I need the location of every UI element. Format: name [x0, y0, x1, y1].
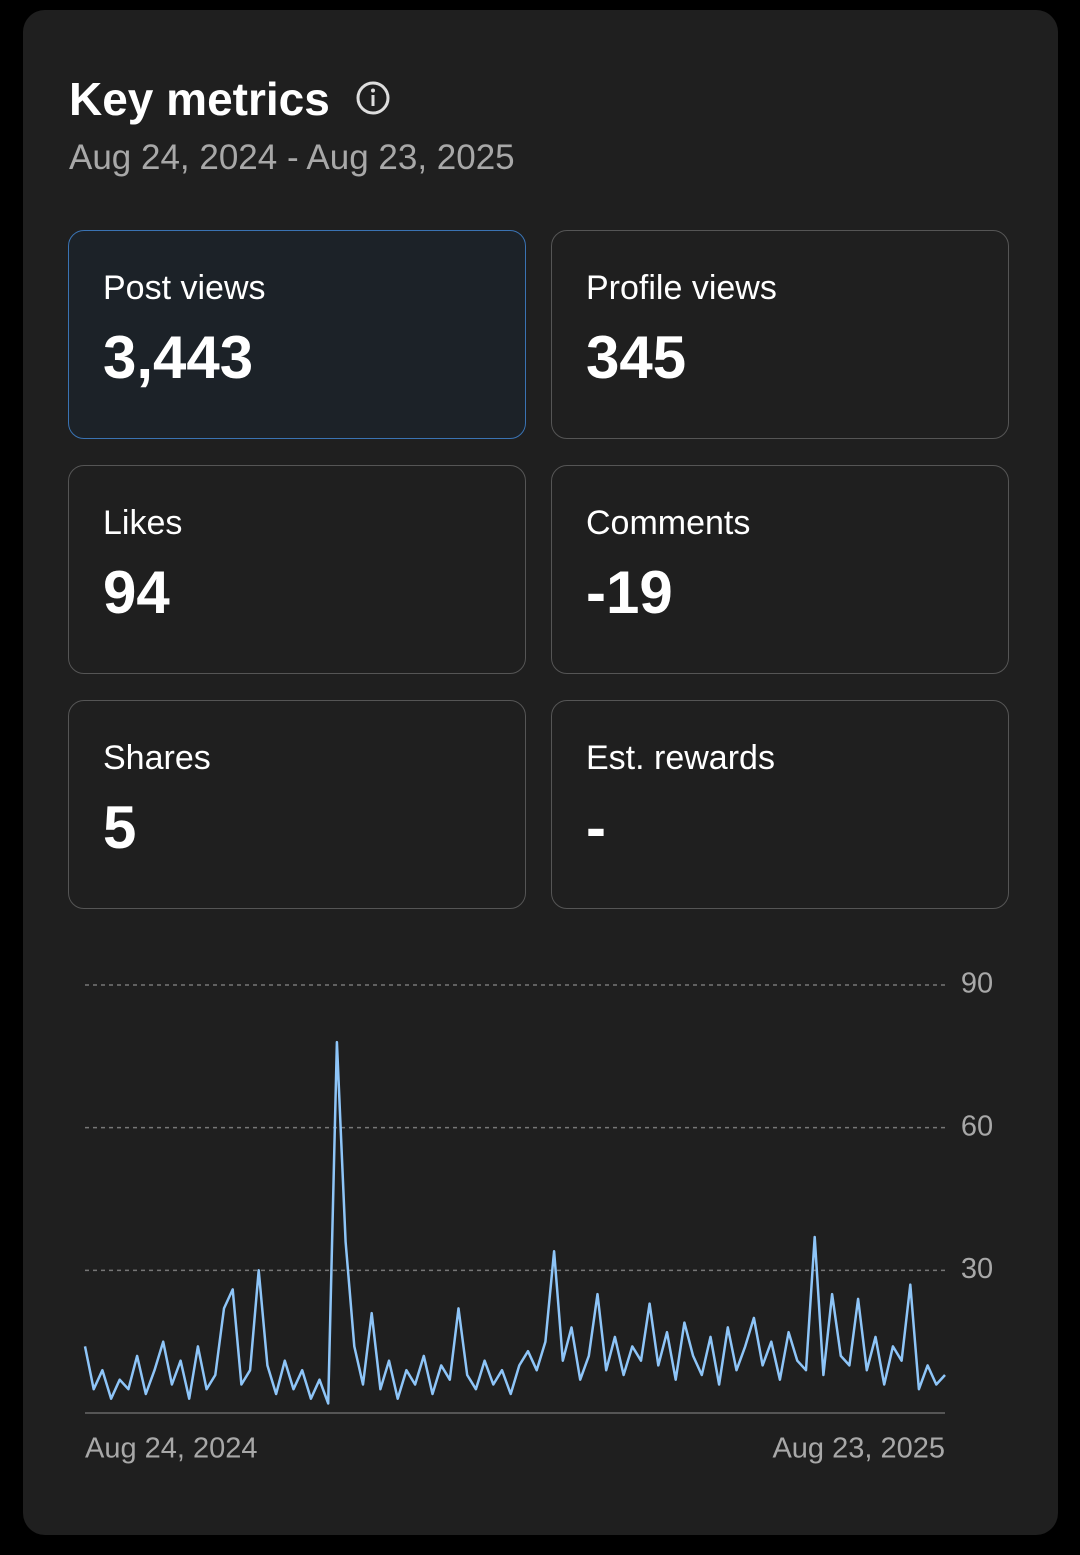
metric-card[interactable]: Profile views 345: [551, 230, 1009, 439]
metric-card[interactable]: Post views 3,443: [68, 230, 526, 439]
metric-value: 345: [586, 324, 687, 391]
metric-card[interactable]: Est. rewards -: [551, 700, 1009, 909]
metric-value: 5: [103, 794, 137, 861]
y-tick-label: 30: [961, 1253, 993, 1285]
date-range: Aug 24, 2024 - Aug 23, 2025: [69, 138, 515, 177]
metric-card[interactable]: Comments -19: [551, 465, 1009, 674]
x-tick-label: Aug 24, 2024: [85, 1433, 258, 1465]
metric-label: Profile views: [586, 269, 777, 307]
metric-label: Comments: [586, 504, 751, 542]
y-tick-label: 60: [961, 1110, 993, 1142]
metric-value: 94: [103, 559, 170, 626]
y-tick-label: 90: [961, 968, 993, 1000]
title: Key metrics: [69, 73, 330, 125]
metric-card[interactable]: Shares 5: [68, 700, 526, 909]
x-tick-label: Aug 23, 2025: [772, 1433, 945, 1465]
info-icon[interactable]: [355, 80, 391, 116]
metric-label: Likes: [103, 504, 183, 542]
metric-card[interactable]: Likes 94: [68, 465, 526, 674]
metric-value: 3,443: [103, 324, 254, 391]
line: [83, 1040, 946, 1405]
metric-value: -: [586, 794, 606, 861]
metric-label: Est. rewards: [586, 739, 775, 777]
metric-value: -19: [586, 559, 673, 626]
metric-label: Shares: [103, 739, 211, 777]
metric-label: Post views: [103, 269, 266, 307]
